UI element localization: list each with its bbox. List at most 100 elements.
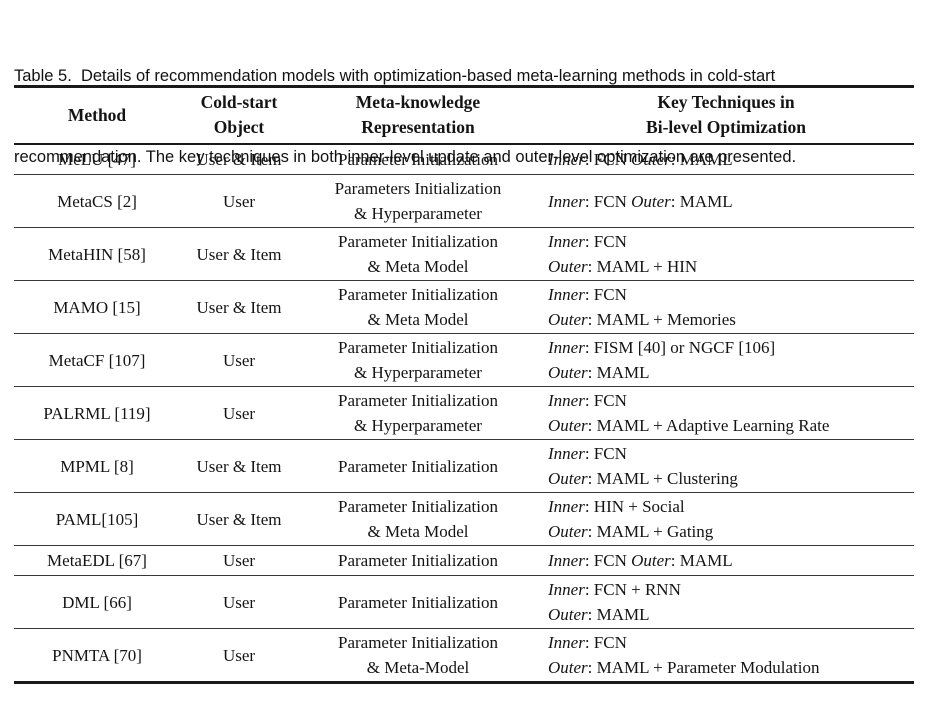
technique-line: Outer: MAML + Adaptive Learning Rate <box>548 413 914 438</box>
technique-text: : MAML + Gating <box>587 522 714 541</box>
technique-text: : FCN <box>584 285 627 304</box>
technique-line: Outer: MAML + Memories <box>548 307 914 332</box>
level-label: Outer <box>631 149 671 169</box>
level-label: Inner <box>548 285 585 304</box>
representation-line: & Meta Model <box>367 522 469 541</box>
representation-line: & Hyperparameter <box>354 363 482 382</box>
cell-method: MPML [8] <box>60 456 134 476</box>
header-row: Method Cold-start Object Meta-knowledge … <box>14 87 914 144</box>
caption-line-2: recommendation. The key techniques in bo… <box>14 148 797 166</box>
technique-text: : FCN <box>584 391 627 410</box>
technique-text: : FCN <box>584 444 627 463</box>
cell-representation: Parameter Initialization & Meta Model <box>298 228 538 281</box>
cell-techniques: Inner: FISM [40] or NGCF [106] Outer: MAM… <box>538 334 914 387</box>
cell-method: PNMTA [70] <box>52 645 142 665</box>
cell-method: PAML[105] <box>55 509 139 529</box>
technique-line: Outer: MAML + HIN <box>548 254 914 279</box>
cell-object: User & Item <box>196 297 282 317</box>
cell-techniques: Inner: FCN Outer: MAML <box>538 546 914 576</box>
column-header-key-techniques: Key Techniques in Bi-level Optimization <box>538 87 914 144</box>
header-line: Object <box>213 117 265 138</box>
technique-text: : FCN <box>584 232 627 251</box>
cell-method: MetaCS [2] <box>57 191 137 211</box>
technique-text: : MAML + Adaptive Learning Rate <box>587 416 830 435</box>
cell-object: User <box>222 350 256 370</box>
table-row: MPML [8] User & Item Parameter Initializ… <box>14 440 914 493</box>
table-row: PALRML [119] User Parameter Initializati… <box>14 387 914 440</box>
technique-line: Inner: FCN <box>548 229 914 254</box>
header-line: Key Techniques in <box>657 92 795 113</box>
technique-line: Inner: FCN <box>548 630 914 655</box>
table-row: PAML[105] User & Item Parameter Initiali… <box>14 493 914 546</box>
cell-techniques: Inner: FCN Outer: MAML + Parameter Modula… <box>538 629 914 683</box>
cell-representation: Parameter Initialization <box>298 546 538 576</box>
technique-line: Outer: MAML <box>548 602 914 627</box>
table-row: MetaHIN [58] User & Item Parameter Initi… <box>14 228 914 281</box>
table-header: Method Cold-start Object Meta-knowledge … <box>14 87 914 144</box>
cell-representation: Parameter Initialization & Hyperparameter <box>298 334 538 387</box>
cell-representation: Parameter Initialization & Hyperparameter <box>298 387 538 440</box>
technique-line: Outer: MAML + Parameter Modulation <box>548 655 914 680</box>
cell-techniques: Inner: FCN Outer: MAML + HIN <box>538 228 914 281</box>
cell-representation: Parameter Initialization <box>298 144 538 175</box>
table-row: MetaCF [107] User Parameter Initializati… <box>14 334 914 387</box>
cell-representation: Parameter Initialization <box>298 440 538 493</box>
cell-object: User <box>222 592 256 612</box>
representation-line: Parameter Initialization <box>337 592 498 612</box>
cell-techniques: Inner: FCN Outer: MAML <box>538 144 914 175</box>
technique-text: : MAML + HIN <box>587 257 698 276</box>
cell-representation: Parameter Initialization <box>298 576 538 629</box>
technique-text: : FCN <box>584 633 627 652</box>
representation-line: & Meta Model <box>367 257 469 276</box>
technique-line: Inner: FCN <box>548 282 914 307</box>
cell-representation: Parameter Initialization & Meta Model <box>298 281 538 334</box>
level-label: Inner <box>548 338 585 357</box>
level-label: Inner <box>548 444 585 463</box>
level-label: Inner <box>548 497 585 516</box>
level-label: Outer <box>548 469 588 488</box>
cell-object: User & Item <box>196 149 282 169</box>
level-label: Inner <box>548 391 585 410</box>
column-header-method: Method <box>14 87 180 144</box>
cell-method: MAMO [15] <box>53 297 141 317</box>
cell-techniques: Inner: FCN Outer: MAML + Clustering <box>538 440 914 493</box>
representation-line: Parameter Initialization <box>337 391 498 410</box>
technique-text: : MAML <box>587 363 650 382</box>
technique-text: : MAML <box>670 149 733 169</box>
representation-line: Parameters Initialization <box>334 179 502 198</box>
level-label: Inner <box>548 580 585 599</box>
representation-line: Parameter Initialization <box>337 338 498 357</box>
technique-text: : MAML <box>670 191 733 211</box>
cell-techniques: Inner: FCN Outer: MAML + Adaptive Learnin… <box>538 387 914 440</box>
level-label: Inner <box>548 232 585 251</box>
representation-line: Parameter Initialization <box>337 456 498 476</box>
technique-text: : HIN + Social <box>584 497 685 516</box>
representation-line: & Meta-Model <box>366 658 470 677</box>
technique-line: Inner: FCN Outer: MAML <box>548 189 914 214</box>
cell-representation: Parameters Initialization & Hyperparamete… <box>298 175 538 228</box>
level-label: Inner <box>548 633 585 652</box>
caption-line-1: Table 5. Details of recommendation model… <box>14 67 776 85</box>
technique-text: : MAML <box>670 551 733 570</box>
cell-object: User <box>222 191 256 211</box>
technique-text: : MAML <box>587 605 650 624</box>
cell-techniques: Inner: FCN Outer: MAML + Memories <box>538 281 914 334</box>
table-row: MAMO [15] User & Item Parameter Initiali… <box>14 281 914 334</box>
table-row: MeLU [47] User & Item Parameter Initiali… <box>14 144 914 175</box>
cell-method: PALRML [119] <box>43 403 151 423</box>
table-caption: Table 5. Details of recommendation model… <box>14 9 919 225</box>
representation-line: Parameter Initialization <box>337 285 498 304</box>
level-label: Outer <box>631 191 671 211</box>
cell-techniques: Inner: FCN + RNN Outer: MAML <box>538 576 914 629</box>
technique-line: Inner: HIN + Social <box>548 494 914 519</box>
cell-representation: Parameter Initialization & Meta-Model <box>298 629 538 683</box>
level-label: Outer <box>548 658 588 677</box>
table-row: MetaEDL [67] User Parameter Initializati… <box>14 546 914 576</box>
technique-text: : FCN + RNN <box>584 580 681 599</box>
cell-object: User & Item <box>196 509 282 529</box>
level-label: Inner <box>548 149 585 169</box>
cell-object: User & Item <box>196 244 282 264</box>
table-body: MeLU [47] User & Item Parameter Initiali… <box>14 144 914 683</box>
technique-line: Inner: FCN + RNN <box>548 577 914 602</box>
technique-line: Outer: MAML + Clustering <box>548 466 914 491</box>
